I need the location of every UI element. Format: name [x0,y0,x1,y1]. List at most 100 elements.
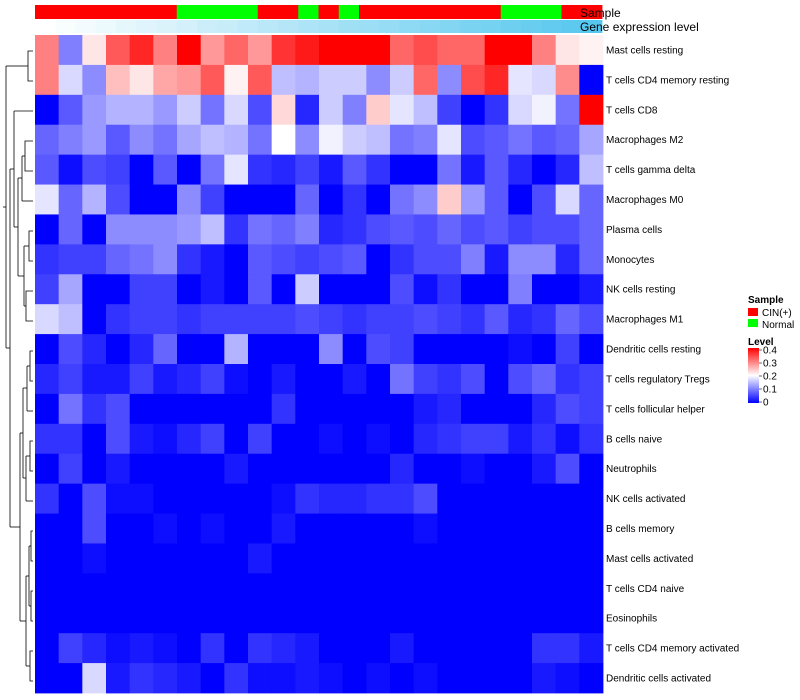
heatmap-cell [153,244,178,275]
heatmap-cell [319,35,344,66]
heatmap-cell [153,513,178,544]
heatmap-cell [461,483,486,514]
heatmap-cell [484,483,509,514]
heatmap-cell [295,603,320,634]
heatmap-cell [200,423,225,455]
heatmap-cell [437,393,462,425]
sample-track-cell [278,5,299,19]
heatmap-cell [177,423,202,455]
heatmap-cell [413,453,438,485]
heatmap-cell [200,334,225,365]
heatmap-cell [508,453,533,485]
heatmap-cell [82,214,107,245]
heatmap-cell [461,94,486,126]
heatmap-cell [177,663,202,694]
heatmap-cell [342,334,367,365]
heatmap-cell [508,274,533,305]
heatmap-cell [413,483,438,514]
heatmap-cell [555,64,580,96]
heatmap-cell [579,573,604,604]
heatmap-cell [58,334,83,365]
heatmap-cell [106,364,131,395]
row-label: NK cells resting [606,285,675,296]
legend: Sample CIN(+) Normal Level 0.4 0.3 0.2 0.1 0 [748,295,794,409]
heatmap-cell [342,94,367,126]
heatmap-cell [295,364,320,395]
heatmap-cell [319,334,344,365]
heatmap-cell [319,364,344,395]
heatmap-cell [106,453,131,485]
heatmap-cell [295,274,320,305]
sample-track-cell [561,5,583,19]
heatmap-cell [82,573,107,604]
heatmap-cell [106,184,131,215]
heatmap-cell [106,154,131,185]
heatmap-cell [295,573,320,604]
heatmap-cell [153,573,178,604]
heatmap-cell [271,573,296,604]
heatmap-cell [200,513,225,544]
heatmap-cell [58,423,83,455]
heatmap-cell [532,214,557,245]
heatmap-cell [437,94,462,126]
heatmap-cell [106,423,131,455]
sample-track-cell [460,5,481,19]
heatmap-cell [413,124,438,156]
heatmap-cell [295,483,320,514]
sample-track-cell [480,5,502,19]
heatmap-cell [579,94,604,126]
gene-track-cell [176,20,198,33]
heatmap-cell [153,543,178,574]
heatmap-cell [484,35,509,66]
heatmap-cell [390,543,415,574]
heatmap-cell [555,663,580,694]
heatmap-cell [271,304,296,335]
sample-track-cell [75,5,97,19]
heatmap-cell [271,94,296,126]
heatmap-cell [508,393,533,425]
sample-track-cell [257,5,279,19]
heatmap-cell [555,633,580,664]
heatmap-cell [390,453,415,485]
row-label: Macrophages M0 [606,195,684,206]
heatmap-cell [579,483,604,514]
heatmap-cell [224,154,249,185]
heatmap-cell [82,244,107,275]
heatmap-cell [508,364,533,395]
gene-track-cell [197,20,218,33]
heatmap-cell [129,184,154,215]
gene-track-cell [359,20,380,33]
heatmap-cell [106,513,131,544]
row-label: T cells regulatory Tregs [606,374,710,385]
sample-track-cell [35,5,56,19]
heatmap-cell [224,124,249,156]
heatmap-cell [437,64,462,96]
heatmap-cell [129,513,154,544]
row-label: Macrophages M1 [606,315,684,326]
gene-track-cell [480,20,502,33]
heatmap-cell [555,274,580,305]
heatmap-cell [437,453,462,485]
heatmap-cell [271,274,296,305]
heatmap-cell [248,364,273,395]
heatmap-cell [437,633,462,664]
heatmap-cell [579,154,604,185]
heatmap-cell [484,154,509,185]
gene-track-cell [116,20,137,33]
sample-track-cell [136,5,157,19]
heatmap-cell [579,244,604,275]
heatmap-cell [248,603,273,634]
heatmap-cell [484,64,509,96]
gene-track-cell [440,20,461,33]
heatmap-cell [295,64,320,96]
heatmap-cell [248,94,273,126]
heatmap-cell [35,35,60,66]
gene-track-cell [75,20,97,33]
heatmap-cell [248,184,273,215]
heatmap-cell [82,453,107,485]
heatmap-cell [224,663,249,694]
heatmap-cell [413,513,438,544]
heatmap-cell [413,94,438,126]
heatmap-cell [58,513,83,544]
heatmap-cell [35,364,60,395]
